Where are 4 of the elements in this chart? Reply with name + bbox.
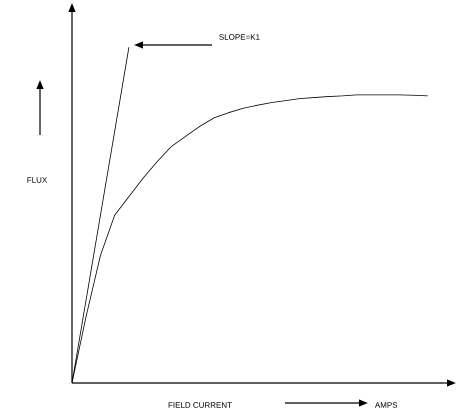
text: SLOPE=K1 [219,34,260,40]
text: AMPS [374,402,398,408]
x-axis-title: FIELD CURRENT [168,402,232,408]
y-axis-title: FLUX [27,177,48,183]
